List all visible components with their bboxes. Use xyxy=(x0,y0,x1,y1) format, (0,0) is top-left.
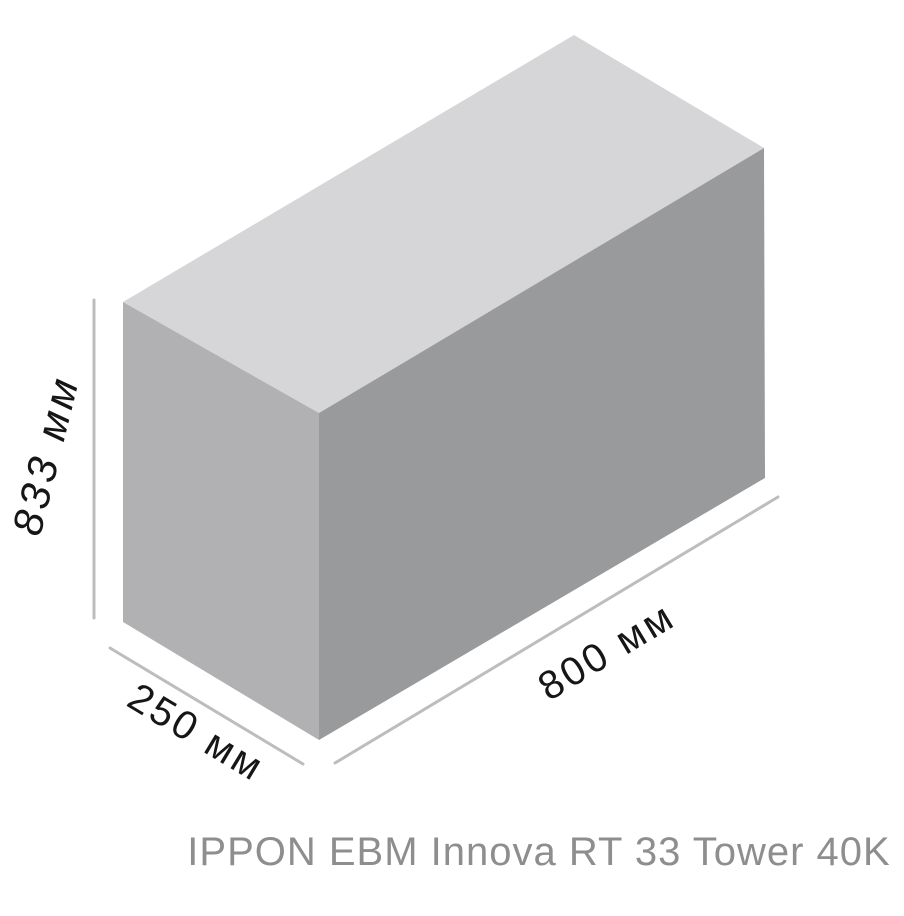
box-left-face xyxy=(123,302,319,740)
width-dimension-line xyxy=(333,495,780,765)
box-right-face xyxy=(319,148,765,740)
depth-dimension-line xyxy=(108,646,305,766)
product-caption: IPPON EBM Innova RT 33 Tower 40K xyxy=(187,830,891,874)
box-top-face xyxy=(123,35,764,413)
